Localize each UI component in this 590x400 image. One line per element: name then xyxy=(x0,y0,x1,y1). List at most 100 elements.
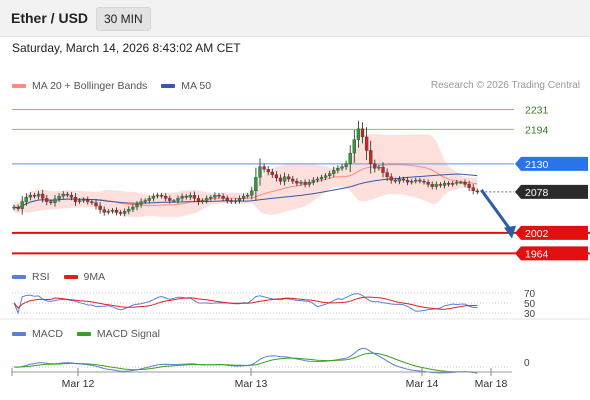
candle-body xyxy=(110,210,115,212)
timeframe-button[interactable]: 30 MIN xyxy=(96,7,151,31)
candle-body xyxy=(328,173,332,176)
candle-body xyxy=(291,178,295,182)
candle-body xyxy=(254,177,258,192)
candle-body xyxy=(106,211,110,213)
candle-body xyxy=(77,200,82,202)
candle-body xyxy=(176,198,180,201)
candle-body xyxy=(225,198,229,201)
candle-body xyxy=(164,196,168,199)
candle-body xyxy=(451,183,455,185)
candle-body xyxy=(53,198,57,203)
candle-body xyxy=(127,209,131,212)
candle-body xyxy=(340,166,344,169)
candle-body xyxy=(188,195,192,198)
macd-zero-label: 0 xyxy=(524,358,530,369)
candle-body xyxy=(471,187,475,192)
candle-body xyxy=(143,200,147,202)
signal-swatch xyxy=(76,332,91,336)
candle-body xyxy=(94,202,98,207)
candle-body xyxy=(49,201,53,203)
candle-body xyxy=(418,179,422,182)
candle-body xyxy=(323,175,328,178)
candle-body xyxy=(393,179,397,182)
candle-body xyxy=(467,184,471,188)
candle-body xyxy=(282,176,287,182)
chart-datetime: Saturday, March 14, 2026 8:43:02 AM CET xyxy=(12,41,241,55)
candle-body xyxy=(180,196,184,199)
candle-body xyxy=(172,200,176,202)
ma9-swatch xyxy=(63,275,78,279)
candle-body xyxy=(135,204,139,208)
candle-body xyxy=(217,195,221,197)
candle-body xyxy=(442,183,447,186)
candle-body xyxy=(192,195,197,199)
candle-body xyxy=(102,209,106,213)
candle-body xyxy=(455,182,459,184)
candle-body xyxy=(233,200,238,202)
candle-body xyxy=(12,206,16,209)
ma50-line xyxy=(13,173,478,209)
candle-body xyxy=(147,198,151,201)
candle-body xyxy=(315,178,320,181)
candle-body xyxy=(209,197,213,199)
candle-body xyxy=(459,182,463,184)
ma20-swatch xyxy=(12,84,26,88)
rsi-ma9-line xyxy=(13,296,478,310)
signal-legend-label: MACD Signal xyxy=(96,328,160,340)
candle-body xyxy=(73,197,78,202)
candle-body xyxy=(90,201,94,203)
candle-body xyxy=(397,178,402,182)
candle-body xyxy=(348,152,352,165)
candle-body xyxy=(389,176,393,181)
candle-body xyxy=(422,181,426,183)
forecast-arrow-head xyxy=(504,225,516,239)
candle-body xyxy=(377,166,381,169)
candle-body xyxy=(303,182,307,185)
candle-body xyxy=(344,163,348,167)
candle-body xyxy=(410,181,414,183)
rsi-level-label: 50 xyxy=(524,299,536,310)
level-label-2078: 2078 xyxy=(525,187,549,199)
candle-body xyxy=(250,190,254,196)
candle-body xyxy=(278,177,283,182)
macd-swatch xyxy=(12,332,26,336)
candle-body xyxy=(118,212,123,214)
candle-body xyxy=(82,199,86,201)
rsi-legend-label: RSI xyxy=(32,271,50,283)
candle-body xyxy=(438,184,443,186)
candle-body xyxy=(196,198,201,202)
macd-legend: MACD MACD Signal xyxy=(12,328,160,340)
x-tick-label: Mar 12 xyxy=(62,378,95,390)
candle-body xyxy=(360,128,365,138)
candle-body xyxy=(414,179,418,182)
level-label-1964: 1964 xyxy=(525,248,549,260)
candle-body xyxy=(426,182,430,185)
candle-body xyxy=(299,182,303,184)
chart-header: Ether / USD 30 MIN xyxy=(0,0,590,37)
ma20-legend-label: MA 20 + Bollinger Bands xyxy=(32,80,148,92)
candle-body xyxy=(246,195,250,197)
forecast-arrow-shaft xyxy=(480,189,513,232)
candle-body xyxy=(241,196,246,199)
macd-signal-line xyxy=(14,352,478,373)
candle-body xyxy=(364,136,369,151)
candle-body xyxy=(28,195,33,198)
candle-body xyxy=(405,179,410,183)
candle-body xyxy=(24,197,28,202)
candle-body xyxy=(114,210,119,213)
candle-body xyxy=(401,178,406,181)
level-label-2194: 2194 xyxy=(525,124,549,136)
candle-body xyxy=(332,170,336,174)
candle-body xyxy=(385,172,389,177)
candle-body xyxy=(352,139,356,154)
candle-body xyxy=(446,183,451,185)
candle-body xyxy=(213,195,217,198)
x-tick-label: Mar 14 xyxy=(406,378,439,390)
candle-body xyxy=(61,193,65,197)
candle-body xyxy=(16,206,20,209)
candle-body xyxy=(258,166,262,178)
rsi-swatch xyxy=(12,275,26,279)
candle-body xyxy=(381,166,385,173)
candle-body xyxy=(373,163,377,169)
